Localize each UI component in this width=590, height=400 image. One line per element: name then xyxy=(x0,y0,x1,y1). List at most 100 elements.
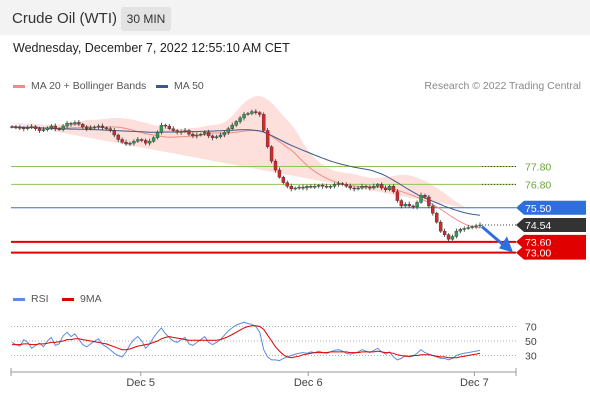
rsi-tick-70: 70 xyxy=(525,322,537,334)
candle-body xyxy=(411,205,415,208)
candle-body xyxy=(320,185,325,187)
candle-body xyxy=(446,234,451,240)
support-level-2-value: 73.00 xyxy=(525,248,551,260)
x-tick-label: Dec 7 xyxy=(460,377,489,389)
candle-body xyxy=(206,132,211,137)
candle-body xyxy=(171,128,175,131)
bollinger-band xyxy=(12,96,467,209)
candle-body xyxy=(364,186,368,188)
candle-body xyxy=(478,224,482,227)
candle-body xyxy=(403,203,407,207)
candle-body xyxy=(203,132,207,135)
candle-body xyxy=(45,127,50,130)
pivot-level-value: 75.50 xyxy=(525,203,551,215)
candle-body xyxy=(324,186,329,188)
candle-body xyxy=(140,139,144,141)
candle-body xyxy=(41,129,46,131)
candle-body xyxy=(277,169,282,178)
candle-body xyxy=(376,184,380,187)
x-tick-label: Dec 6 xyxy=(294,377,323,389)
rsi-swatch xyxy=(13,297,25,301)
candle-body xyxy=(423,194,427,198)
candle-body xyxy=(250,111,254,114)
candle-body xyxy=(289,186,293,190)
candle-body xyxy=(195,134,199,137)
candle-body xyxy=(136,139,140,142)
candles-group xyxy=(10,109,482,242)
support-level-1-tag xyxy=(516,234,586,249)
candle-body xyxy=(167,125,172,129)
candle-body xyxy=(128,142,132,145)
candle-body xyxy=(214,136,219,139)
candle-body xyxy=(368,186,372,189)
candle-body xyxy=(261,114,266,131)
rsi-line xyxy=(11,321,481,362)
candle-body xyxy=(242,114,246,119)
candle-body xyxy=(450,236,455,240)
candle-body xyxy=(10,126,14,128)
resistance-level-1-value: 77.80 xyxy=(525,161,551,173)
candle-body xyxy=(53,125,57,129)
candle-body xyxy=(18,127,22,129)
candle-body xyxy=(293,187,297,190)
candle-body xyxy=(37,128,42,131)
x-tick-label: Dec 5 xyxy=(126,377,155,389)
candle-body xyxy=(222,132,227,136)
candle-body xyxy=(340,183,345,185)
candle-body xyxy=(210,135,215,138)
candle-body xyxy=(159,124,164,133)
candle-body xyxy=(415,202,419,208)
candle-body xyxy=(427,196,431,207)
candle-body xyxy=(301,186,305,189)
ma50-swatch xyxy=(156,84,168,88)
candle-body xyxy=(344,184,348,187)
candle-body xyxy=(419,194,423,203)
candle-body xyxy=(462,228,466,230)
ma9-swatch xyxy=(62,297,74,301)
candle-body xyxy=(120,139,124,143)
legend-9ma: 9MA xyxy=(62,293,102,305)
candle-body xyxy=(69,123,73,125)
candle-body xyxy=(65,123,69,127)
candle-body xyxy=(230,124,234,129)
candle-body xyxy=(179,131,183,133)
current-price-value: 74.54 xyxy=(525,220,551,232)
ma50-label: MA 50 xyxy=(174,80,204,92)
candle-body xyxy=(163,124,168,127)
candle-body xyxy=(96,125,101,128)
candle-body xyxy=(285,182,289,187)
candle-body xyxy=(281,177,286,183)
instrument-title: Crude Oil (WTI) xyxy=(12,10,117,27)
candle-body xyxy=(305,186,309,189)
timeframe-badge[interactable]: 30 MIN xyxy=(121,7,171,31)
candle-body xyxy=(309,186,313,188)
legend-rsi: RSI xyxy=(13,293,49,305)
candle-body xyxy=(29,126,34,128)
candle-body xyxy=(49,125,54,129)
support-level-2-tag xyxy=(516,245,586,260)
candle-body xyxy=(360,186,364,189)
candle-body xyxy=(407,203,411,207)
candle-body xyxy=(85,126,89,129)
candle-body xyxy=(218,134,223,138)
candle-body xyxy=(265,130,270,147)
ma9-label: 9MA xyxy=(80,293,102,305)
candle-body xyxy=(328,186,333,188)
candle-body xyxy=(273,160,278,171)
rsi-tick-50: 50 xyxy=(525,336,537,348)
datetime-label: Wednesday, December 7, 2022 12:55:10 AM … xyxy=(13,41,290,55)
candle-body xyxy=(116,134,120,140)
candle-body xyxy=(470,226,474,228)
candle-body xyxy=(88,127,93,130)
candle-body xyxy=(246,113,250,115)
legend-ma50: MA 50 xyxy=(156,80,204,92)
candle-body xyxy=(132,141,136,144)
candle-body xyxy=(431,205,435,214)
candle-body xyxy=(474,225,478,227)
candle-body xyxy=(187,130,191,135)
candle-body xyxy=(81,124,85,128)
candle-body xyxy=(73,122,77,125)
candle-body xyxy=(234,121,238,126)
ma20-swatch xyxy=(13,84,25,88)
legend-ma20: MA 20 + Bollinger Bands xyxy=(13,80,146,92)
